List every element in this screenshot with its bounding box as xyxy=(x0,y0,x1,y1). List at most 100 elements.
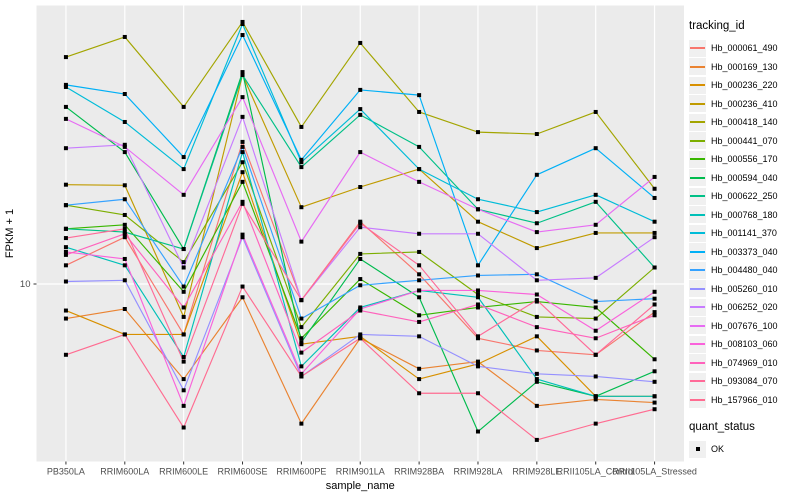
data-point xyxy=(593,336,598,341)
data-point xyxy=(240,114,245,119)
legend-key xyxy=(689,280,706,298)
data-point xyxy=(475,364,480,369)
data-point xyxy=(240,235,245,240)
data-point xyxy=(475,359,480,364)
data-point xyxy=(299,205,304,210)
data-point xyxy=(299,421,304,426)
data-point xyxy=(475,273,480,278)
legend-item: Hb_157966_010 xyxy=(689,391,799,410)
data-point xyxy=(652,302,657,307)
legend-key xyxy=(689,113,706,131)
series-color-line-icon xyxy=(690,250,705,253)
data-point xyxy=(652,174,657,179)
data-point xyxy=(652,296,657,301)
series-color-line-icon xyxy=(690,269,705,272)
legend-key xyxy=(689,224,706,242)
data-point xyxy=(417,278,422,283)
data-point xyxy=(358,225,363,230)
data-point xyxy=(417,109,422,114)
data-point xyxy=(240,170,245,175)
data-point xyxy=(299,124,304,129)
data-point xyxy=(299,350,304,355)
data-point xyxy=(122,144,127,149)
data-point xyxy=(417,295,422,300)
data-point xyxy=(593,305,598,310)
data-point xyxy=(181,332,186,337)
data-point xyxy=(299,165,304,170)
data-point xyxy=(534,172,539,177)
y-axis-title: FPKM + 1 xyxy=(4,209,16,258)
data-point xyxy=(593,397,598,402)
data-point xyxy=(593,421,598,426)
data-point xyxy=(475,391,480,396)
data-point xyxy=(593,394,598,399)
legend-item: Hb_003373_040 xyxy=(689,243,799,262)
data-point xyxy=(534,272,539,277)
data-point xyxy=(63,308,68,313)
data-point xyxy=(299,325,304,330)
data-point xyxy=(63,146,68,151)
series-color-line-icon xyxy=(690,287,705,290)
data-point xyxy=(122,197,127,202)
data-point xyxy=(534,437,539,442)
data-point xyxy=(63,226,68,231)
data-point xyxy=(240,139,245,144)
data-point xyxy=(122,235,127,240)
legend-item: Hb_093084_070 xyxy=(689,372,799,391)
data-point xyxy=(63,263,68,268)
series-color-line-icon xyxy=(690,158,705,161)
series-color-line-icon xyxy=(690,84,705,87)
data-point xyxy=(181,104,186,109)
legend-key xyxy=(689,206,706,224)
data-point xyxy=(63,249,68,254)
data-point xyxy=(299,157,304,162)
data-point xyxy=(593,316,598,321)
legend-item: Hb_000236_410 xyxy=(689,95,799,114)
data-point xyxy=(652,407,657,412)
data-point xyxy=(181,247,186,252)
legend-item-label: Hb_093084_070 xyxy=(711,376,778,387)
data-point xyxy=(181,192,186,197)
legend-item: Hb_005260_010 xyxy=(689,280,799,299)
data-point xyxy=(181,265,186,270)
data-point xyxy=(417,93,422,98)
data-point xyxy=(417,249,422,254)
legend-item-label: Hb_004480_040 xyxy=(711,265,778,276)
data-point xyxy=(475,295,480,300)
legend-item: Hb_000169_130 xyxy=(689,58,799,77)
data-point xyxy=(122,150,127,155)
legend-item-label: Hb_008103_060 xyxy=(711,339,778,350)
data-point xyxy=(122,212,127,217)
x-tick-label: RRIM901LA xyxy=(336,467,385,477)
data-point xyxy=(299,336,304,341)
legend-item-label: Hb_000768_180 xyxy=(711,209,778,220)
data-point xyxy=(534,230,539,235)
legend-item-label: Hb_006252_020 xyxy=(711,302,778,313)
data-point xyxy=(417,313,422,318)
data-point xyxy=(652,195,657,200)
data-point xyxy=(652,289,657,294)
data-point xyxy=(358,277,363,282)
legend-item-label: Hb_000556_170 xyxy=(711,154,778,165)
x-tick-label: RRIM928BA xyxy=(394,467,444,477)
data-point xyxy=(358,150,363,155)
data-point xyxy=(122,226,127,231)
data-point xyxy=(534,246,539,251)
data-point xyxy=(417,391,422,396)
data-point xyxy=(475,207,480,212)
data-point xyxy=(181,289,186,294)
x-axis-title: sample_name xyxy=(326,480,395,492)
data-point xyxy=(417,263,422,268)
legend-key xyxy=(689,391,706,409)
data-point xyxy=(593,146,598,151)
data-point xyxy=(122,332,127,337)
data-point xyxy=(63,352,68,357)
data-point xyxy=(593,230,598,235)
data-point xyxy=(652,219,657,224)
data-point xyxy=(652,313,657,318)
data-point xyxy=(417,366,422,371)
x-tick-label: RRIM600SE xyxy=(218,467,268,477)
legend-item-label: Hb_000169_130 xyxy=(711,61,778,72)
legend-item: Hb_000768_180 xyxy=(689,206,799,225)
